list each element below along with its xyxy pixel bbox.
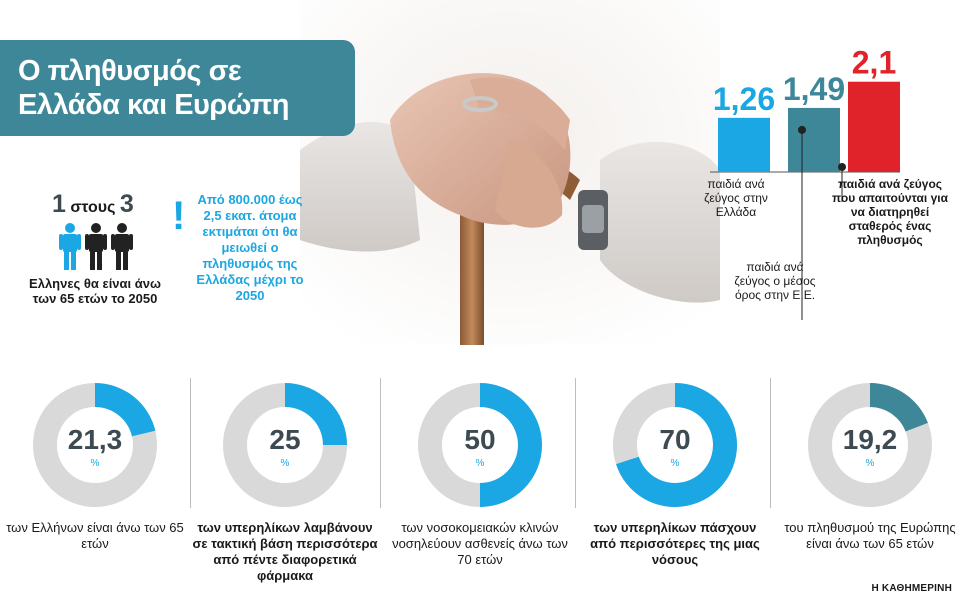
donut-divider <box>770 378 771 508</box>
leader-dot-stable <box>838 163 846 171</box>
donut-caption-3: των νοσοκομειακών κλινών νοσηλεύουν ασθε… <box>392 520 568 567</box>
bar-3 <box>848 81 900 172</box>
donut-unit: % <box>280 458 290 469</box>
donut-divider <box>575 378 576 508</box>
donut-unit: % <box>865 458 875 469</box>
donut-chart-1: 21,3% <box>30 380 160 510</box>
donut-slice <box>95 383 156 437</box>
person-icon-blue <box>59 223 81 270</box>
population-decline-note: Από 800.000 έως 2,5 εκατ. άτομα εκτιμάτα… <box>196 192 304 303</box>
donut-divider <box>380 378 381 508</box>
photo-elderly-hands-cane <box>300 0 720 345</box>
bar-category-label-1: παιδιά ανά ζεύγος στην Ελλάδα <box>704 177 768 219</box>
stat-word: στους <box>70 199 116 216</box>
one-in-three-caption: Ελληνες θα είναι άνω των 65 ετών το 2050 <box>29 276 161 306</box>
bar-1 <box>718 117 770 172</box>
donut-slice <box>870 383 928 432</box>
donut-chart-5: 19,2% <box>805 380 935 510</box>
exclamation-icon: ! <box>172 194 186 238</box>
donut-caption-1: των Ελλήνων είναι άνω των 65 ετών <box>6 520 184 551</box>
donut-value: 50 <box>464 424 496 455</box>
bar-category-label-2: παιδιά ανά ζεύγος ο μέσος όρος στην Ε.Ε. <box>734 260 816 302</box>
bar-2 <box>788 107 840 172</box>
donut-value: 21,3 <box>67 424 123 455</box>
donut-chart-2: 25% <box>220 380 350 510</box>
one-in-three-heading: 1 στους 3 <box>52 190 134 219</box>
donut-slice <box>480 383 542 507</box>
leader-dot-eu <box>798 125 806 134</box>
title-banner: Ο πληθυσμός σε Ελλάδα και Ευρώπη <box>0 40 355 136</box>
children-per-couple-bar-chart: 1,26 1,49 2,1 παιδιά ανά ζεύγος στην Ελλάδ… <box>700 20 960 350</box>
donut-divider <box>190 378 191 508</box>
bar-value-label-2: 1,49 <box>783 71 845 107</box>
donut-value: 25 <box>269 424 301 455</box>
stat-number-three: 3 <box>119 190 134 218</box>
donut-caption-5: του πληθυσμού της Ευρώπης είναι άνω των … <box>784 520 956 551</box>
donut-value: 19,2 <box>842 424 898 455</box>
donut-unit: % <box>670 458 680 469</box>
source-credit: Η ΚΑΘΗΜΕΡΙΝΗ <box>871 583 952 594</box>
donut-slice <box>285 383 347 445</box>
person-icon-black-2 <box>111 223 133 270</box>
donut-unit: % <box>475 458 485 469</box>
donut-caption-2: των υπερηλίκων λαμβάνουν σε τακτική βάση… <box>192 520 378 583</box>
page-title: Ο πληθυσμός σε Ελλάδα και Ευρώπη <box>18 55 289 121</box>
donut-chart-4: 70% <box>610 380 740 510</box>
donut-value: 70 <box>659 424 691 455</box>
bar-chart-svg: 1,26 1,492,1 <box>710 45 900 320</box>
donut-unit: % <box>90 458 100 469</box>
donut-chart-3: 50% <box>415 380 545 510</box>
donut-caption-4: των υπερηλίκων πάσχουν από περισσότερες … <box>590 520 760 567</box>
person-icon-black <box>85 223 107 270</box>
stat-number-one: 1 <box>52 190 66 218</box>
bar-value-label-3: 2,1 <box>852 45 896 81</box>
bar-category-label-3: παιδιά ανά ζεύγος που απαιτούνται για να… <box>832 177 948 247</box>
bar-value-label-1: 1,26 <box>713 81 775 117</box>
donut-slice <box>616 383 737 507</box>
people-icons <box>58 222 138 277</box>
